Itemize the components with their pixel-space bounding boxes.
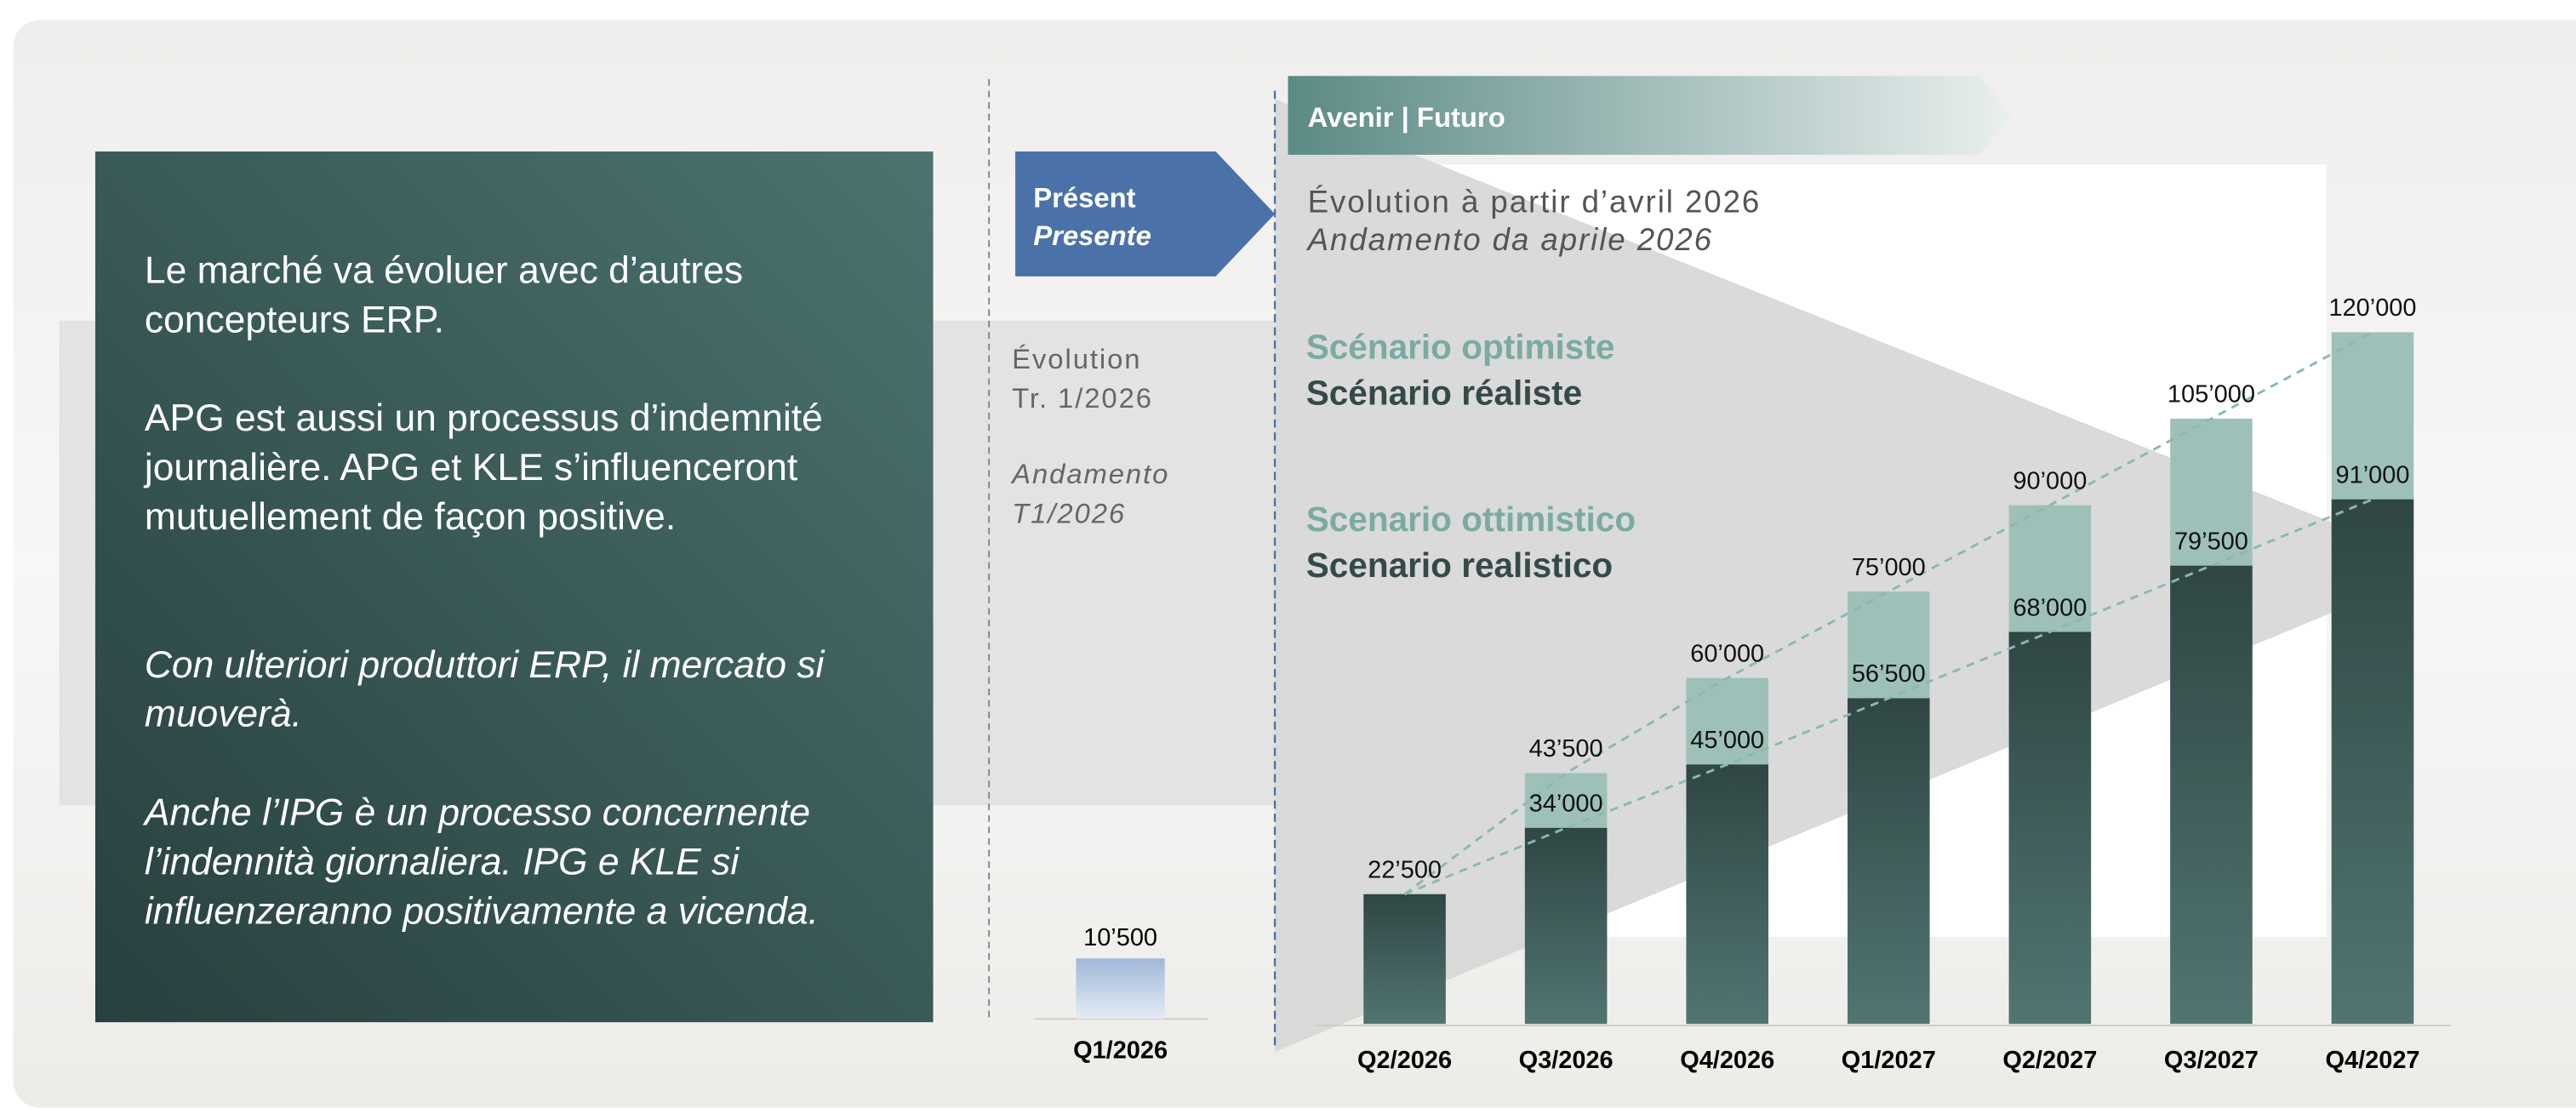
panel-text: concepteurs ERP. — [145, 299, 444, 340]
panel-text: influenzeranno positivamente a vicenda. — [145, 890, 819, 932]
bar — [1524, 827, 1608, 1025]
data-label: 79’500 — [2174, 528, 2248, 555]
x-tick-label: Q2/2026 — [1357, 1047, 1452, 1074]
x-tick-label: Q4/2026 — [1680, 1047, 1774, 1074]
x-tick-label: Q1/2027 — [1842, 1047, 1936, 1074]
panel-text: l’indennità giornaliera. IPG e KLE si — [145, 841, 740, 882]
bar — [2331, 499, 2414, 1025]
present-note: T1/2026 — [1012, 497, 1126, 528]
bar — [1363, 894, 1446, 1025]
text-panel — [94, 151, 934, 1023]
bar — [1848, 698, 1930, 1025]
banner-label: Avenir | Futuro — [1308, 101, 1505, 133]
panel-text: Le marché va évoluer avec d’autres — [145, 249, 743, 291]
chart-title: Évolution à partir d’avril 2026 — [1308, 184, 1762, 219]
data-label: 60’000 — [1690, 640, 1764, 667]
panel-text: muoverà. — [145, 694, 302, 735]
x-tick-label: Q1/2026 — [1073, 1037, 1168, 1065]
panel-text: journalière. APG et KLE s’influenceront — [143, 447, 798, 488]
data-label: 68’000 — [2013, 594, 2087, 621]
panel-text: Con ulteriori produttori ERP, il mercato… — [145, 644, 825, 686]
x-tick-label: Q3/2026 — [1519, 1047, 1614, 1074]
data-label: 56’500 — [1852, 660, 1926, 688]
legend-entry: Scénario réaliste — [1306, 373, 1582, 412]
x-tick-label: Q2/2027 — [2002, 1047, 2097, 1074]
panel-text: mutuellement de façon positive. — [145, 496, 676, 538]
trend-line — [1404, 498, 2373, 896]
trend-line — [1403, 331, 2373, 895]
panel-text: Anche l’IPG è un processo concernente — [142, 792, 810, 834]
present-label: Presente — [1033, 220, 1151, 251]
data-label: 120’000 — [2329, 294, 2417, 322]
present-note: Andamento — [1010, 458, 1169, 489]
data-label: 45’000 — [1690, 727, 1764, 754]
bar — [2170, 565, 2253, 1025]
data-label: 75’000 — [1852, 554, 1926, 581]
legend-entry: Scenario realistico — [1306, 545, 1613, 585]
data-label: 34’000 — [1529, 791, 1603, 818]
data-label: 90’000 — [2013, 467, 2087, 494]
data-label: 22’500 — [1368, 856, 1442, 883]
bar — [2008, 631, 2092, 1025]
panel-text: APG est aussi un processus d’indemnité — [145, 397, 823, 439]
data-label: 43’500 — [1529, 735, 1603, 762]
present-arrow — [1015, 151, 1276, 277]
present-note: Tr. 1/2026 — [1012, 382, 1153, 414]
bar — [1686, 764, 1768, 1025]
data-label: 91’000 — [2336, 461, 2410, 488]
legend-entry: Scénario optimiste — [1306, 327, 1615, 366]
future-banner — [1288, 76, 2013, 155]
x-tick-label: Q4/2027 — [2325, 1047, 2419, 1074]
present-label: Présent — [1033, 182, 1135, 214]
data-label: 10’500 — [1083, 924, 1157, 951]
x-tick-label: Q3/2027 — [2164, 1047, 2259, 1074]
chart-subtitle: Andamento da aprile 2026 — [1306, 222, 1713, 257]
data-label: 105’000 — [2168, 381, 2255, 408]
legend-entry: Scenario ottimistico — [1306, 500, 1636, 539]
bar — [1076, 958, 1165, 1019]
present-note: Évolution — [1012, 343, 1141, 374]
